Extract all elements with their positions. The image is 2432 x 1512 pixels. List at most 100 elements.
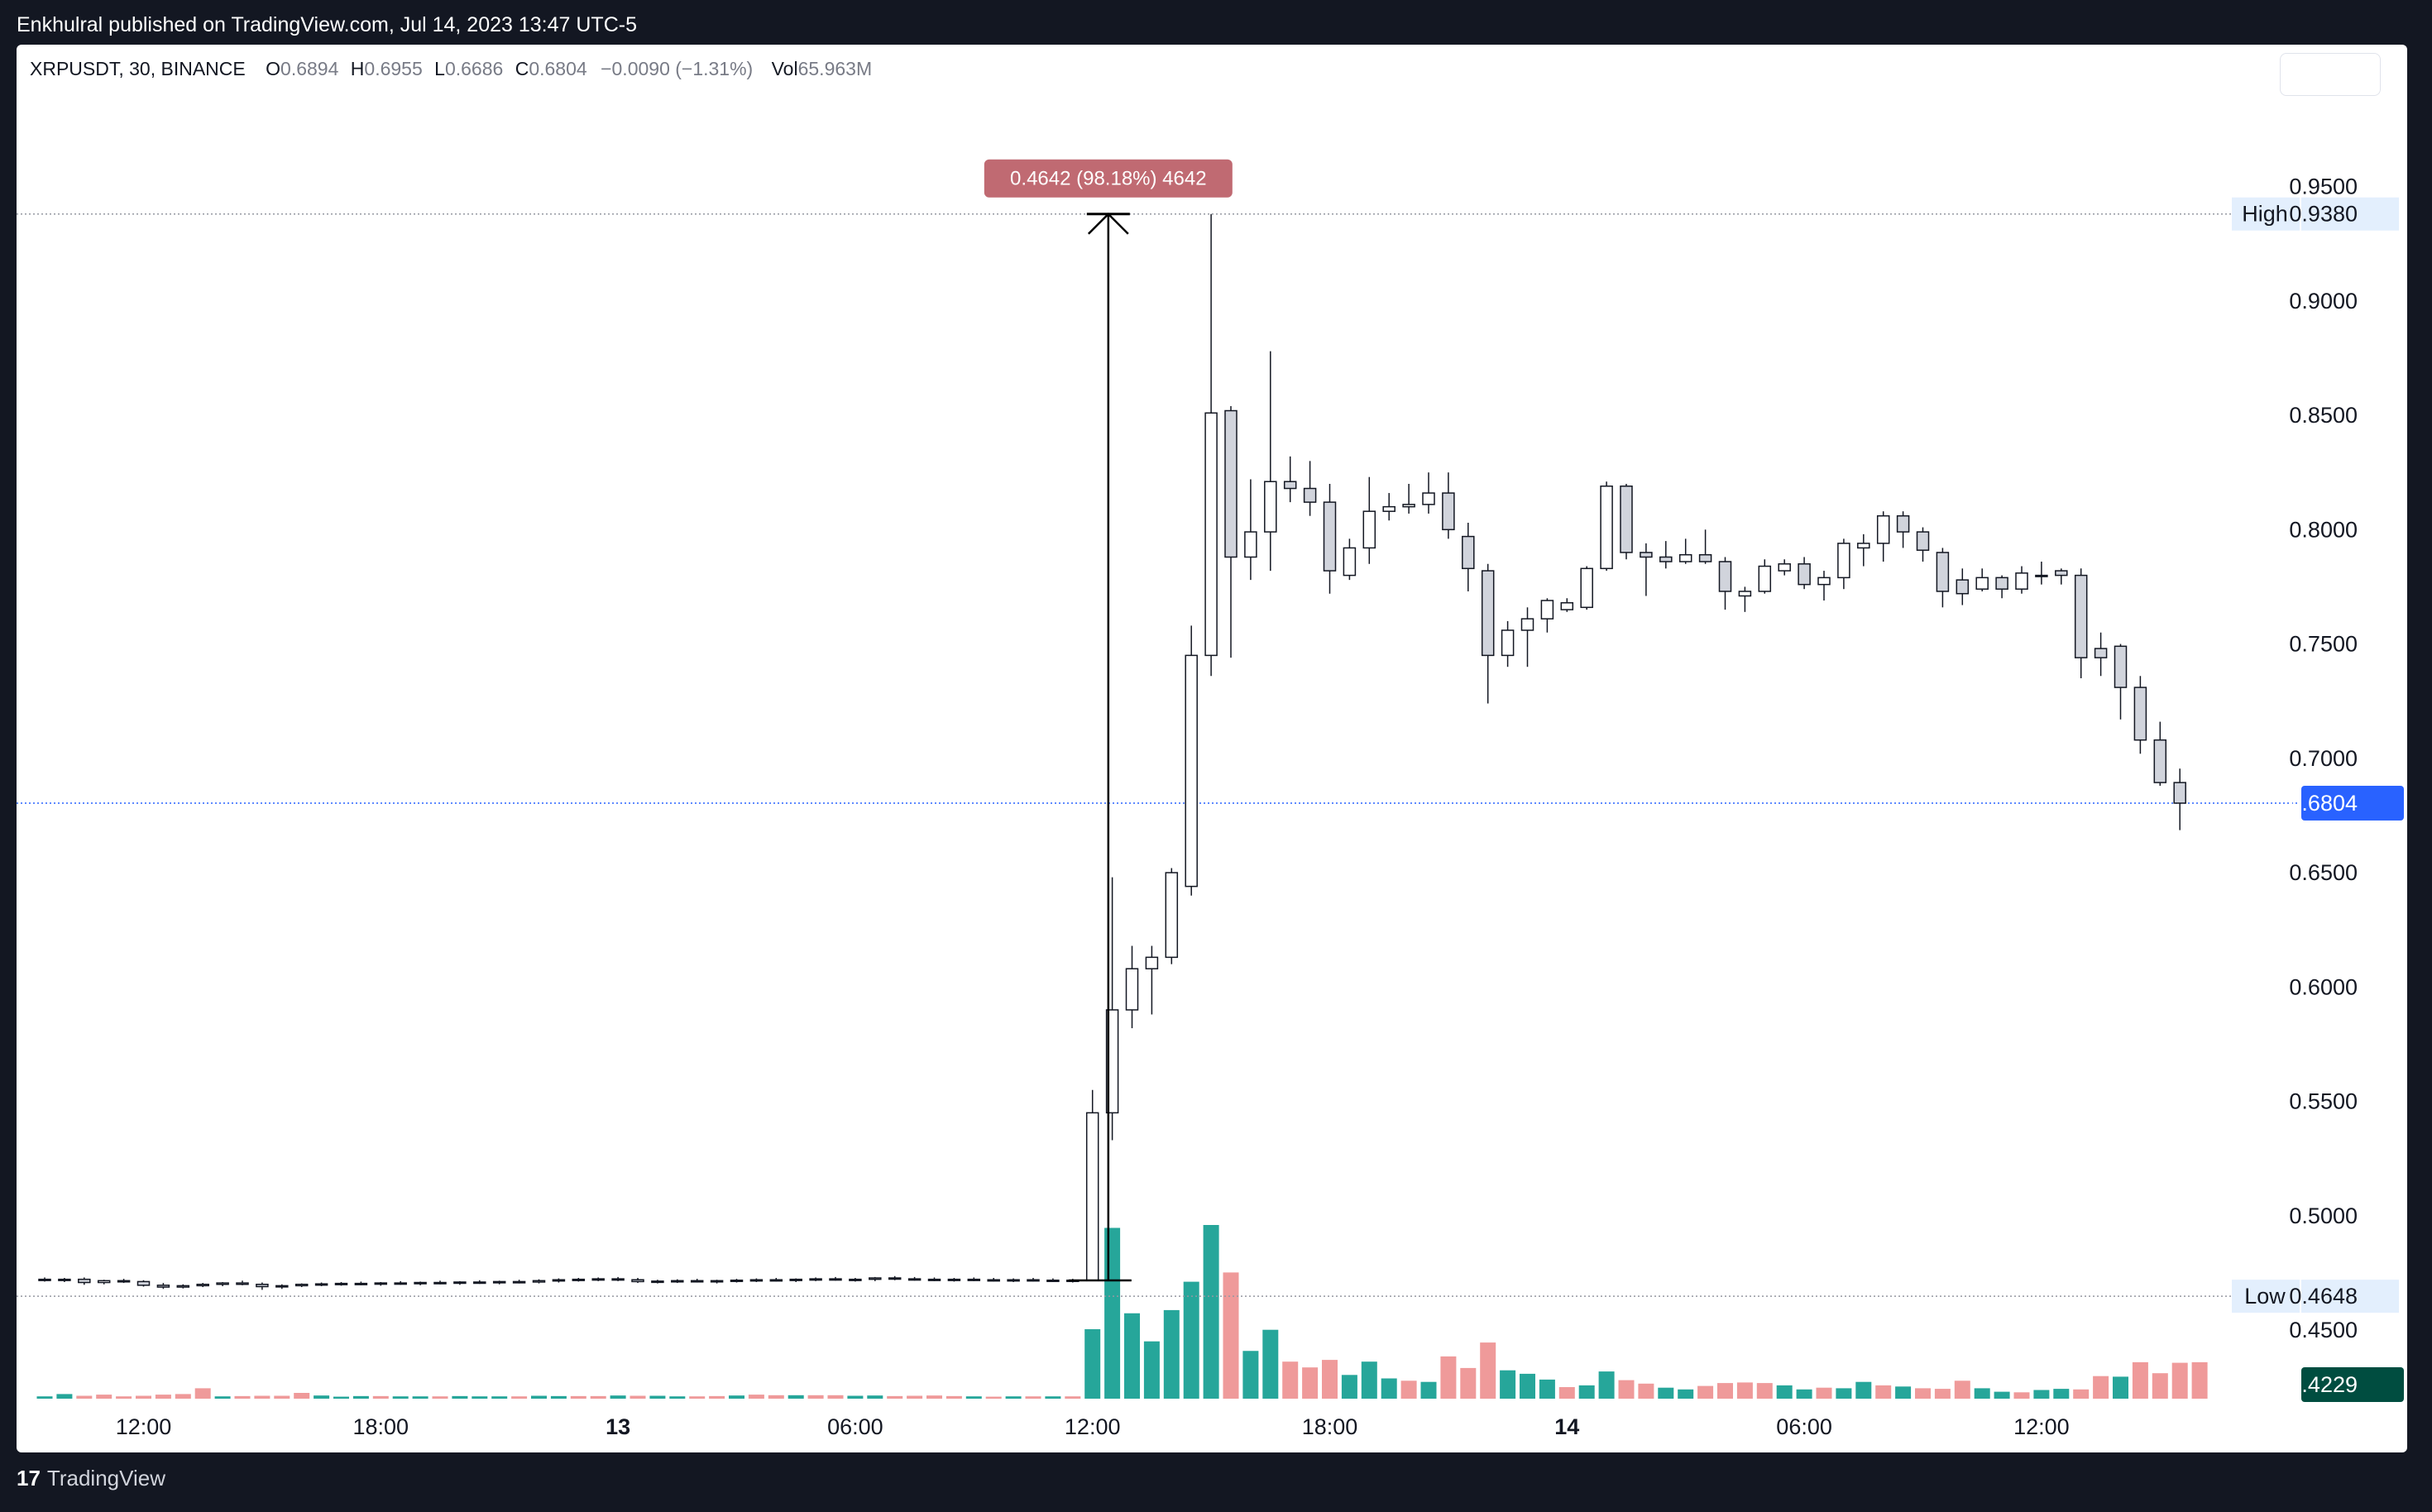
volume-bar [1045,1396,1061,1399]
open-label: O [266,58,281,79]
time-tick-label: 13 [606,1414,630,1439]
candle-body [196,1284,209,1287]
volume-bar [1124,1313,1140,1399]
candle-body [2074,574,2088,658]
volume-bar [1736,1382,1753,1399]
candle-body [394,1282,407,1285]
candle-body [671,1280,684,1283]
candle-body [1520,618,1534,631]
price-chart[interactable]: 0.4642 (98.18%) 4642 0.4500 0.5000 0.5500 0.… [17,45,2407,1452]
volume-bar [1480,1342,1496,1399]
candle-body [1718,561,1732,592]
candle-body [1560,602,1574,610]
volume-bar [2152,1373,2168,1399]
candle-body [314,1283,328,1286]
candle-body [947,1278,961,1281]
open-value: 0.6894 [280,58,339,79]
volume-bar [1400,1380,1417,1399]
candle-body [1323,501,1337,572]
price-tick-label: 0.9500 [2289,175,2358,199]
candle-body [1204,412,1218,657]
candle-body [1382,505,1396,512]
volume-bar [531,1395,547,1399]
volume-bar [175,1394,191,1399]
candle-body [1758,565,1772,592]
volume-bar [214,1396,231,1399]
candle-body [1678,553,1692,562]
volume-bar [194,1388,211,1399]
time-tick-label: 12:00 [1065,1414,1121,1439]
volume-bar [1084,1329,1101,1399]
chart-toolbar-placeholder[interactable] [2280,53,2381,96]
candle-body [1264,481,1277,533]
candle-body [1046,1280,1060,1283]
volume-bar [610,1395,626,1399]
volume-bar [1836,1388,1852,1399]
volume-bar [1282,1361,1299,1399]
candle-body [1857,543,1870,549]
candle-body [1283,481,1297,490]
candle-body [1817,577,1831,586]
volume-bar [116,1396,132,1399]
volume-bar [1697,1385,1714,1399]
volume-bar [630,1395,646,1399]
candle-body [78,1278,91,1284]
candle-body [1027,1279,1040,1282]
candle-body [1876,514,1890,544]
candle-body [1244,531,1257,558]
price-tick-label: 0.7000 [2289,746,2358,771]
symbol-legend: XRPUSDT, 30, BINANCE O0.6894 H0.6955 L0.… [30,58,872,80]
candle-body [967,1278,981,1281]
volume-bar [1183,1281,1199,1399]
volume-bar [1520,1373,1535,1399]
volume-bar [1065,1396,1081,1399]
tradingview-logo-icon: 17 [17,1466,41,1490]
volume-bar [254,1395,270,1399]
volume-bar [926,1395,942,1399]
volume-bar [1242,1351,1259,1399]
candle-body [1936,552,1950,592]
candle-body [532,1280,546,1283]
volume-bar [36,1396,53,1399]
last-price-label: 0.6804 [2289,791,2358,816]
volume-bar [1578,1385,1595,1399]
candle-body [927,1278,941,1281]
candle-body [2035,574,2048,577]
volume-bar [314,1395,330,1399]
volume-bar [827,1395,844,1399]
volume-bar [729,1395,744,1399]
candle-body [2114,645,2128,688]
volume-bar [56,1394,73,1399]
volume-bar [472,1396,488,1399]
close-value: 0.6804 [529,58,587,79]
symbol-name[interactable]: XRPUSDT, 30, BINANCE [30,58,246,79]
volume-bar [491,1396,508,1399]
candle-body [1185,654,1198,888]
candle-body [572,1278,586,1281]
candle-body [1738,591,1752,597]
high-marker-tag: High [2242,202,2288,227]
candle-body [117,1280,131,1283]
price-tick-label: 0.6000 [2289,974,2358,999]
chart-panel[interactable]: XRPUSDT, 30, BINANCE O0.6894 H0.6955 L0.… [17,45,2407,1452]
candle-body [256,1284,269,1288]
candle-body [730,1280,744,1283]
candle-body [1224,409,1238,558]
candle-body [1105,1009,1119,1114]
price-tick-label: 0.5500 [2289,1089,2358,1114]
candle-body [1995,577,2008,590]
volume-bar [1302,1367,1319,1399]
candle-body [136,1280,151,1286]
volume-bar [689,1396,706,1399]
volume-bar [155,1395,171,1399]
volume-bar [1361,1361,1377,1399]
candle-body [1896,514,1910,533]
volume-bar [1915,1388,1931,1399]
price-tick-label: 0.6500 [2289,860,2358,885]
volume-bar [392,1396,409,1399]
candle-body [2173,782,2186,804]
candle-body [1462,535,1475,570]
candle-body [2133,687,2147,741]
candle-body [829,1278,842,1281]
candle-body [1837,543,1850,579]
